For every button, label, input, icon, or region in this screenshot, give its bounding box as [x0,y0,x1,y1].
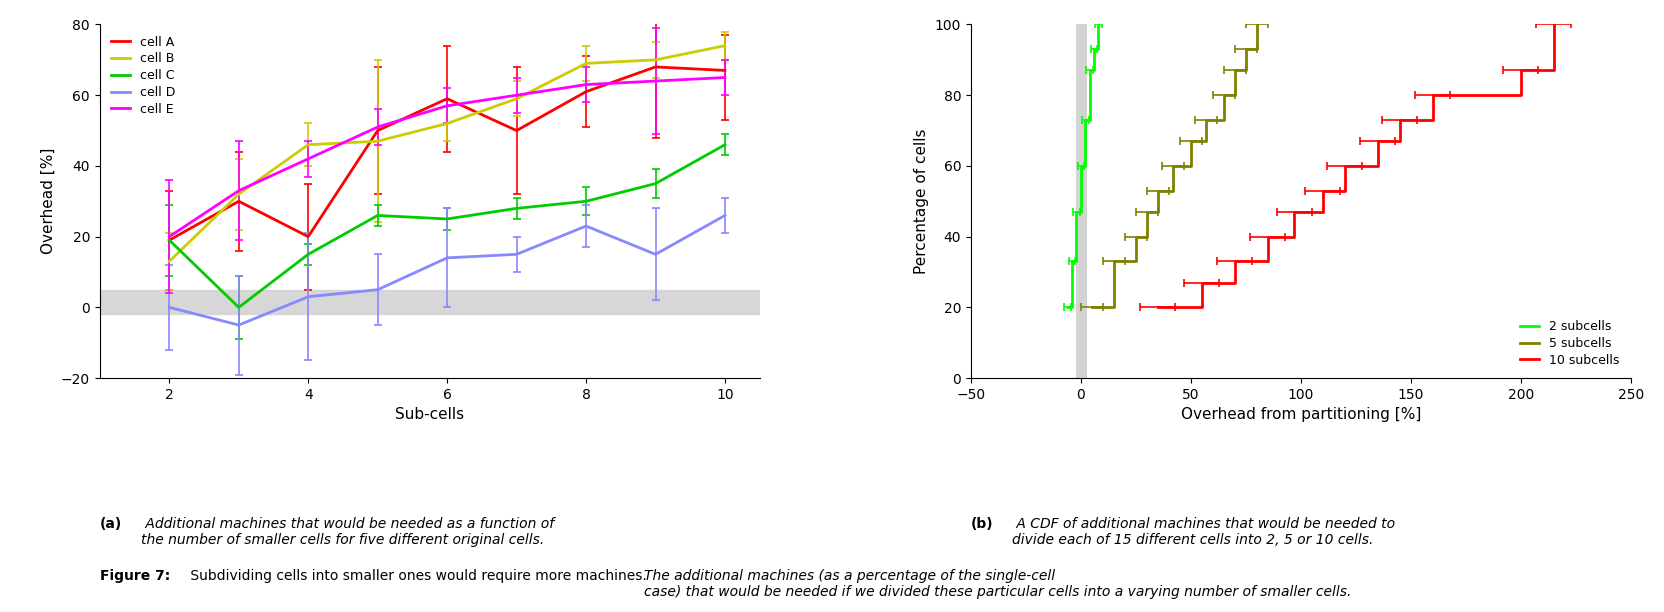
10 subcells [1313,187,1333,195]
Text: A CDF of additional machines that would be needed to
divide each of 15 different: A CDF of additional machines that would … [1012,517,1396,547]
10 subcells [1544,21,1564,28]
Legend: 2 subcells, 5 subcells, 10 subcells: 2 subcells, 5 subcells, 10 subcells [1516,315,1624,372]
Text: The additional machines (as a percentage of the single-cell
case) that would be : The additional machines (as a percentage… [644,569,1351,599]
2 subcells [1072,162,1092,170]
Y-axis label: Percentage of cells: Percentage of cells [914,129,929,274]
5 subcells [1213,92,1233,99]
10 subcells [1258,233,1278,241]
10 subcells [1423,92,1443,99]
10 subcells [1285,208,1305,215]
5 subcells [1163,162,1183,170]
5 subcells [1082,304,1102,311]
5 subcells [1236,45,1256,53]
10 subcells [1335,162,1354,170]
2 subcells [1058,304,1078,311]
5 subcells [1246,21,1266,28]
Line: 5 subcells: 5 subcells [1092,24,1256,307]
Line: 10 subcells: 10 subcells [1158,24,1554,307]
10 subcells [1225,258,1245,265]
Text: (a): (a) [100,517,121,531]
Text: Subdividing cells into smaller ones would require more machines.: Subdividing cells into smaller ones woul… [186,569,652,583]
Line: 2 subcells: 2 subcells [1068,24,1098,307]
5 subcells [1137,208,1156,215]
10 subcells [1191,279,1211,286]
10 subcells [1389,116,1409,124]
2 subcells [1062,258,1082,265]
10 subcells [1511,67,1531,74]
2 subcells [1080,67,1100,74]
2 subcells [1083,45,1103,53]
10 subcells [1148,304,1168,311]
X-axis label: Sub-cells: Sub-cells [396,408,464,422]
5 subcells [1148,187,1168,195]
Text: Figure 7:: Figure 7: [100,569,170,583]
Text: Additional machines that would be needed as a function of
the number of smaller : Additional machines that would be needed… [141,517,554,547]
5 subcells [1127,233,1146,241]
10 subcells [1368,138,1388,145]
Text: (b): (b) [970,517,993,531]
Legend: cell A, cell B, cell C, cell D, cell E: cell A, cell B, cell C, cell D, cell E [106,31,180,121]
Bar [100,289,760,315]
5 subcells [1181,138,1201,145]
5 subcells [1225,67,1245,74]
Y-axis label: Overhead [%]: Overhead [%] [40,148,55,255]
5 subcells [1103,258,1123,265]
2 subcells [1075,116,1095,124]
2 subcells [1088,21,1108,28]
X-axis label: Overhead from partitioning [%]: Overhead from partitioning [%] [1180,408,1421,422]
5 subcells [1196,116,1216,124]
2 subcells [1067,208,1087,215]
